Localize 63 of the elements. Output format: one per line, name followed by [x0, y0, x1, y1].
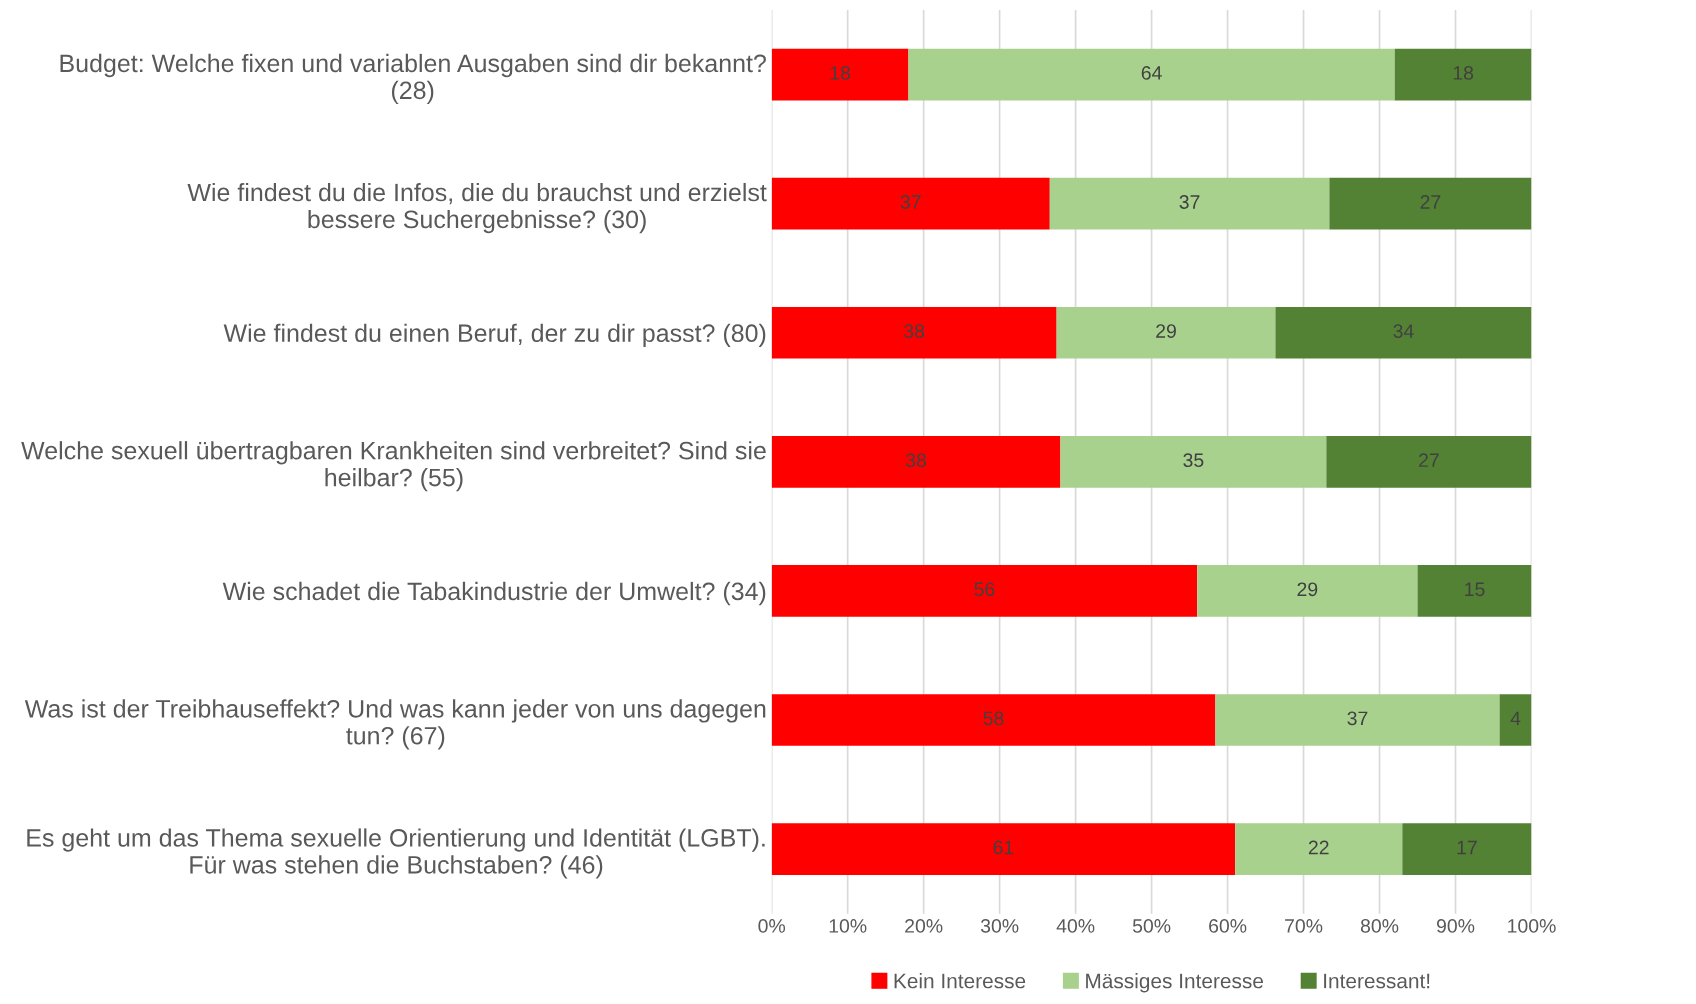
data-label: 34 [1393, 324, 1414, 338]
y-tick-label: Welche sexuell übertragbaren Krankheiten sind verbreitet? Sind sie heilbar? (55) [21, 441, 766, 492]
bar [1049, 177, 1330, 230]
data-label: 37 [1179, 195, 1200, 209]
bar [1060, 436, 1327, 488]
legend-label: Kein Interesse [894, 973, 1026, 989]
data-label: 38 [905, 453, 927, 468]
x-tick-label: 0% [758, 919, 786, 933]
bar [1235, 823, 1403, 875]
legend-label: Mässiges Interesse [1086, 973, 1263, 993]
y-tick-label: Wie findest du einen Beruf, der zu dir passt? (80) [223, 323, 766, 347]
y-tick-label: Es geht um das Thema sexuelle Orientierung und Identität (LGBT). Für was stehen die Buchstaben? (46) [27, 828, 765, 879]
bar [1329, 177, 1532, 230]
y-tick-label: Budget: Welche fixen und variablen Ausgaben sind dir bekannt? (28) [60, 53, 766, 105]
bar [908, 48, 1395, 101]
data-label: 27 [1419, 453, 1439, 467]
data-label: 29 [1297, 582, 1318, 597]
data-label: 4 [1510, 711, 1521, 726]
x-tick-label: 50% [1132, 919, 1171, 933]
bar [1394, 48, 1532, 101]
data-label: 17 [1457, 840, 1477, 855]
bar [1499, 694, 1532, 746]
y-tick-label: Wie schadet die Tabakindustrie der Umwelt? (34) [222, 581, 766, 606]
data-label: 29 [1156, 324, 1176, 338]
x-tick-label: 10% [829, 919, 867, 933]
bar [1275, 306, 1532, 359]
data-label: 18 [1453, 66, 1474, 80]
x-tick-label: 20% [905, 919, 943, 933]
data-label: 56 [974, 582, 995, 597]
x-tick-label: 100% [1508, 919, 1556, 933]
data-label: 61 [993, 840, 1014, 855]
bar [771, 694, 1216, 746]
bar [771, 48, 909, 101]
bar [771, 177, 1050, 230]
y-tick-label: Wie findest du die Infos, die du brauchst und erzielst bessere Suchergebnisse? (30) [187, 182, 767, 234]
x-tick-label: 70% [1285, 919, 1323, 933]
data-label: 27 [1420, 195, 1441, 209]
bar [771, 565, 1198, 617]
bar [1402, 823, 1532, 875]
x-tick-label: 30% [980, 919, 1019, 933]
data-label: 58 [983, 711, 1004, 726]
bar [771, 436, 1061, 488]
legend-label: Interessant! [1324, 973, 1430, 989]
y-tick-label: Was ist der Treibhauseffekt? Und was kann jeder von uns dagegen tun? (67) [24, 699, 766, 750]
bar [1197, 565, 1418, 617]
data-label: 64 [1141, 66, 1162, 80]
data-label: 35 [1183, 453, 1204, 468]
bar [1215, 694, 1500, 746]
bar [771, 823, 1236, 875]
x-tick-label: 90% [1436, 919, 1475, 933]
bar [1056, 306, 1276, 359]
x-tick-label: 60% [1209, 919, 1247, 933]
data-label: 15 [1465, 582, 1485, 597]
data-label: 38 [904, 324, 925, 338]
bar [771, 306, 1057, 359]
data-label: 22 [1308, 840, 1329, 855]
x-tick-label: 40% [1056, 919, 1095, 933]
bar [1326, 436, 1532, 488]
bar [1417, 565, 1532, 617]
data-label: 18 [830, 66, 851, 80]
data-label: 37 [1347, 711, 1368, 726]
x-tick-label: 80% [1360, 919, 1399, 933]
data-label: 37 [900, 195, 921, 209]
